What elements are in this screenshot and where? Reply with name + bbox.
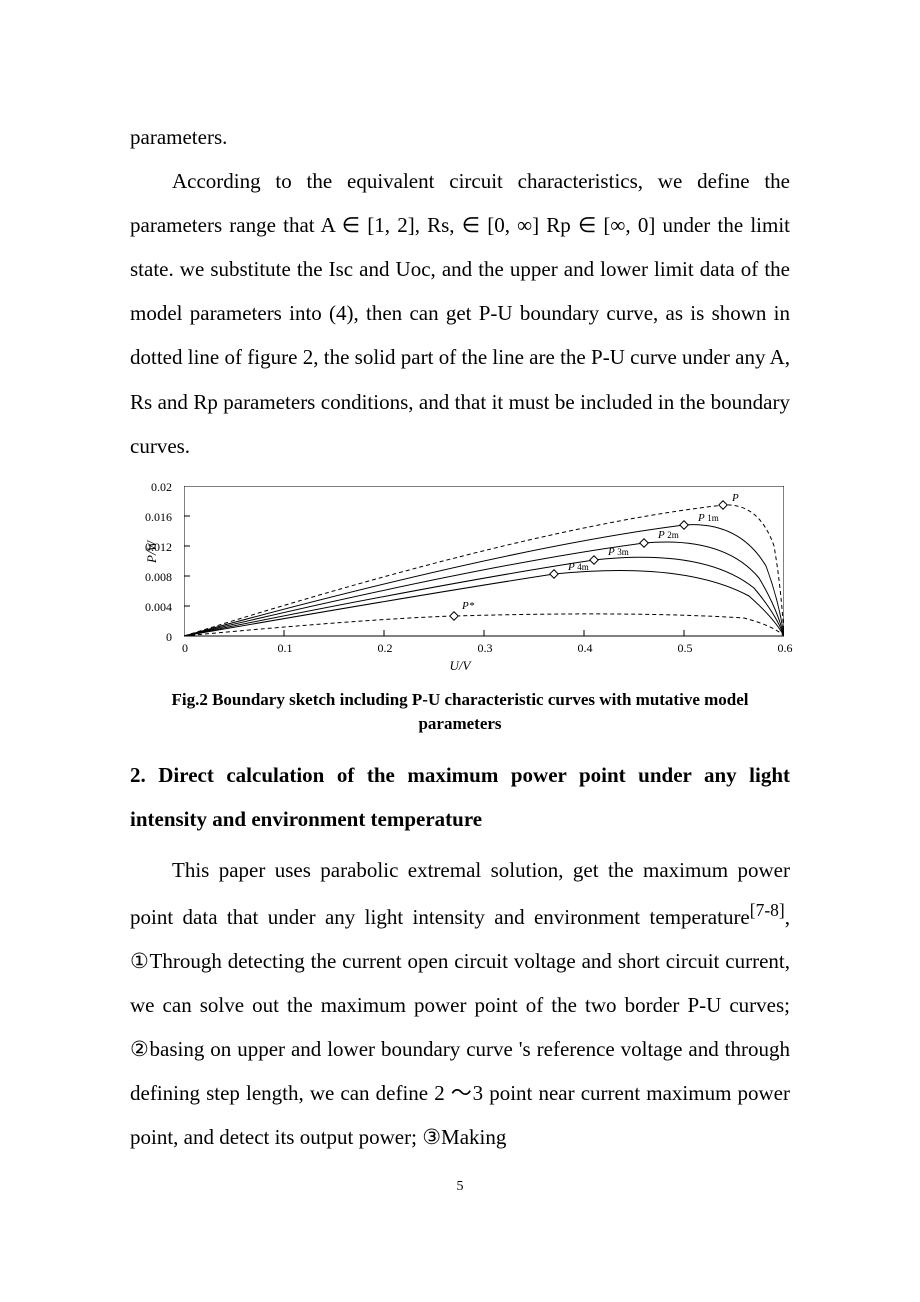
figure-caption: Fig.2 Boundary sketch including P-U char… — [130, 688, 790, 736]
paragraph-2: According to the equivalent circuit char… — [130, 159, 790, 468]
paragraph-1: parameters. — [130, 115, 790, 159]
curve-label-p3m: P 3m — [608, 546, 629, 558]
curve-label-pstar: P* — [462, 600, 474, 612]
xtick-5: 0.5 — [670, 641, 700, 656]
chart-area: P/W 0 0.004 0.008 0.012 0.016 0.02 0 0.1… — [130, 478, 790, 678]
curve-label-p4m: P 4m — [568, 561, 589, 573]
xtick-6: 0.6 — [770, 641, 800, 656]
paragraph-3: This paper uses parabolic extremal solut… — [130, 848, 790, 1160]
ytick-5: 0.02 — [122, 480, 172, 495]
ytick-3: 0.012 — [122, 540, 172, 555]
page-number: 5 — [130, 1179, 790, 1195]
section-heading: 2. Direct calculation of the maximum pow… — [130, 753, 790, 841]
ytick-2: 0.008 — [122, 570, 172, 585]
xtick-1: 0.1 — [270, 641, 300, 656]
ytick-0: 0 — [122, 630, 172, 645]
citation-7-8: [7-8] — [750, 900, 785, 920]
figure-2: P/W 0 0.004 0.008 0.012 0.016 0.02 0 0.1… — [130, 478, 790, 678]
xtick-2: 0.2 — [370, 641, 400, 656]
para3-text-b: , ①Through detecting the current open ci… — [130, 905, 790, 1149]
para3-text-a: This paper uses parabolic extremal solut… — [130, 858, 790, 929]
xtick-4: 0.4 — [570, 641, 600, 656]
x-axis-label: U/V — [130, 658, 790, 674]
curve-label-p1m: P 1m — [698, 512, 719, 524]
xtick-0: 0 — [170, 641, 200, 656]
curve-label-p2m: P 2m — [658, 529, 679, 541]
chart-svg — [184, 486, 784, 638]
curve-label-p: P — [732, 492, 739, 504]
page: parameters. According to the equivalent … — [0, 0, 920, 1302]
ytick-4: 0.016 — [122, 510, 172, 525]
ytick-1: 0.004 — [122, 600, 172, 615]
xtick-3: 0.3 — [470, 641, 500, 656]
